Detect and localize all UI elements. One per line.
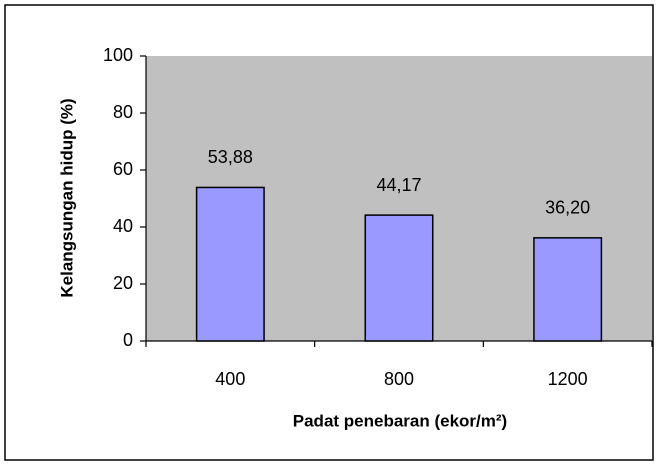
y-tick-label: 20 bbox=[113, 273, 133, 293]
value-label: 53,88 bbox=[208, 147, 253, 167]
value-label: 36,20 bbox=[545, 198, 590, 218]
y-tick-label: 40 bbox=[113, 216, 133, 236]
x-tick-label: 1200 bbox=[548, 369, 588, 389]
y-tick-label: 0 bbox=[123, 330, 133, 350]
y-tick-label: 100 bbox=[103, 45, 133, 65]
bar bbox=[533, 237, 603, 342]
y-tick-label: 60 bbox=[113, 159, 133, 179]
bar bbox=[195, 186, 265, 342]
y-tick-label: 80 bbox=[113, 102, 133, 122]
x-axis-title: Padat penebaran (ekor/m²) bbox=[293, 411, 507, 430]
x-tick-label: 800 bbox=[384, 369, 414, 389]
value-label: 44,17 bbox=[376, 175, 421, 195]
y-axis-title: Kelangsungan hidup (%) bbox=[57, 98, 76, 297]
bar bbox=[364, 214, 434, 342]
x-tick-label: 400 bbox=[215, 369, 245, 389]
